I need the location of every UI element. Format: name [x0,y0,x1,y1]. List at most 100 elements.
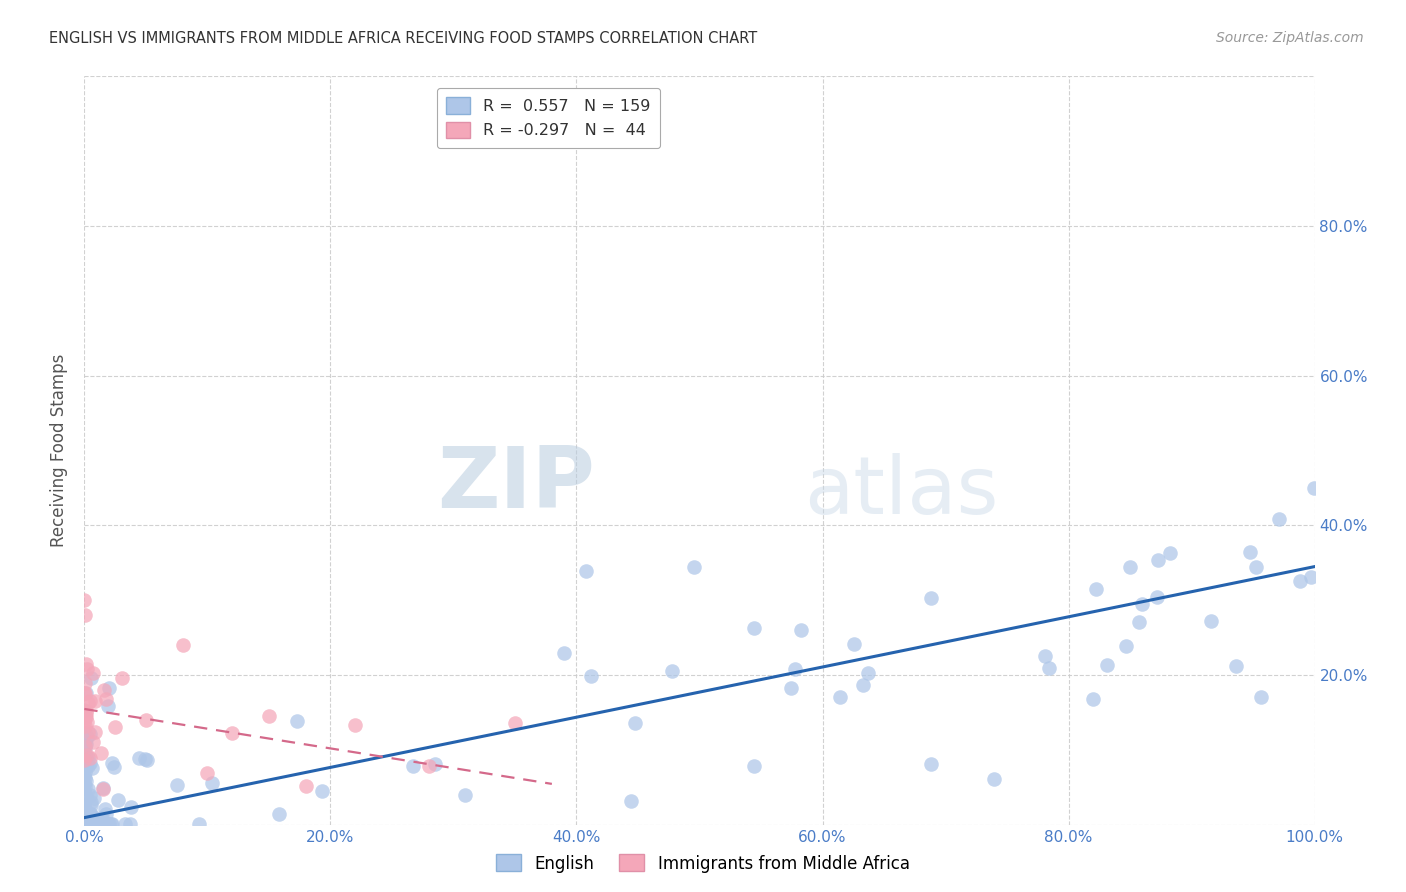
Point [257,709,280,723]
Point [90,811,112,825]
Point [79,817,101,831]
Point [73,703,96,717]
Point [97,817,120,831]
Point [197,765,219,780]
Point [90,746,112,760]
Point [80,817,103,831]
Point [75,817,97,831]
Point [104,721,127,735]
Point [82,817,104,831]
Point [73,608,96,623]
Point [75,710,97,724]
Point [75,817,97,831]
Point [1288,574,1310,588]
Point [79,789,101,803]
Point [623,716,645,731]
Point [1115,640,1137,654]
Point [75,817,97,831]
Point [75,704,97,718]
Point [82,734,104,748]
Point [73,817,96,831]
Point [73,738,96,752]
Point [76,817,98,831]
Point [73,714,96,728]
Point [75,755,97,769]
Point [77,724,100,739]
Point [75,817,97,831]
Point [82,666,104,681]
Point [418,759,440,773]
Point [91,812,114,826]
Point [111,671,134,685]
Point [100,817,122,831]
Point [1084,582,1107,596]
Point [1083,692,1105,706]
Point [75,804,97,818]
Text: atlas: atlas [804,452,998,531]
Point [73,817,96,831]
Legend: R =  0.557   N = 159, R = -0.297   N =  44: R = 0.557 N = 159, R = -0.297 N = 44 [437,87,659,148]
Point [73,776,96,790]
Point [75,737,97,751]
Point [73,735,96,749]
Point [87,817,110,831]
Point [73,753,96,767]
Point [93,683,115,698]
Point [920,591,942,605]
Point [93,802,115,816]
Point [742,621,765,635]
Point [73,780,96,794]
Point [661,664,683,678]
Point [79,756,101,771]
Point [76,817,98,831]
Point [1250,690,1272,704]
Point [73,725,96,739]
Point [1128,615,1150,630]
Point [73,809,96,823]
Point [73,817,96,831]
Point [187,817,209,831]
Point [75,817,97,831]
Point [73,817,96,831]
Point [76,714,98,729]
Point [80,797,103,812]
Point [852,678,875,692]
Point [107,793,129,807]
Y-axis label: Receiving Food Stamps: Receiving Food Stamps [51,354,69,547]
Point [1033,648,1056,663]
Point [402,758,425,772]
Point [983,772,1005,786]
Point [73,817,96,831]
Point [75,774,97,789]
Point [76,730,98,744]
Point [295,779,318,793]
Point [344,718,367,732]
Point [267,807,290,822]
Point [1147,553,1170,567]
Point [75,706,97,721]
Point [1146,591,1168,605]
Point [76,747,98,762]
Point [1239,545,1261,559]
Point [75,815,97,830]
Point [920,757,942,772]
Point [79,726,101,740]
Point [75,817,97,831]
Point [783,662,806,676]
Point [844,637,866,651]
Point [73,739,96,753]
Point [682,560,704,574]
Point [742,759,765,773]
Point [73,772,96,786]
Point [134,752,156,766]
Point [75,758,97,772]
Point [1038,661,1060,675]
Point [73,817,96,831]
Point [77,817,100,831]
Point [80,817,103,831]
Point [73,769,96,783]
Point [73,817,96,831]
Point [73,817,96,831]
Point [83,694,105,708]
Point [73,708,96,723]
